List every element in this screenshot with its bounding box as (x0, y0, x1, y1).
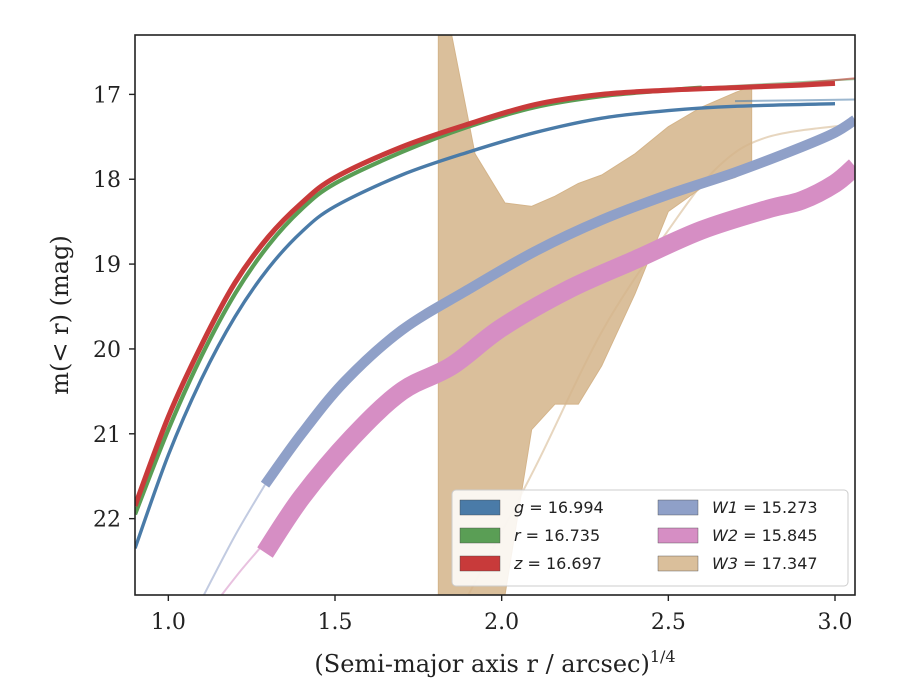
y-tick-label: 18 (93, 168, 121, 193)
y-tick-label: 19 (93, 253, 121, 278)
legend-swatch (657, 555, 699, 572)
x-axis-label: (Semi-major axis r / arcsec)1/4 (314, 647, 675, 678)
legend-item-w1: W1 = 15.273 (657, 498, 818, 517)
x-tick-label: 2.0 (484, 610, 519, 635)
y-tick-label: 17 (93, 83, 121, 108)
x-tick-label: 1.5 (318, 610, 353, 635)
x-tick-label: 3.0 (818, 610, 853, 635)
series-w2-extrapolation (220, 541, 266, 595)
y-tick-label: 20 (93, 338, 121, 363)
legend-swatch (657, 499, 699, 516)
legend-item-r: r = 16.735 (459, 526, 600, 545)
series-w2-line (257, 159, 855, 558)
legend-item-w2: W2 = 15.845 (657, 526, 818, 545)
legend-swatch (459, 555, 501, 572)
series-g-line (135, 102, 836, 549)
series-w2 (220, 159, 855, 595)
ticks-layer: 1.0 1.5 2.0 2.5 3.0 17 18 19 20 21 22 (93, 83, 853, 635)
legend-swatch (459, 499, 501, 516)
x-tick-label: 1.0 (151, 610, 186, 635)
legend-item-w3: W3 = 17.347 (657, 554, 818, 573)
legend-label: W2 = 15.845 (712, 526, 818, 545)
legend-label: W1 = 15.273 (712, 498, 818, 517)
x-axis-label-exponent: 1/4 (650, 647, 676, 666)
y-tick-label: 21 (93, 423, 121, 448)
legend-frame (451, 489, 849, 587)
legend: g = 16.994 r = 16.735 z = 16.697 W1 = 15.27… (451, 489, 849, 587)
legend-label: W3 = 17.347 (712, 554, 818, 573)
series-layer (135, 35, 855, 595)
legend-swatch (657, 527, 699, 544)
series-w1-line (260, 115, 855, 488)
series-w1-extrapolation (202, 484, 266, 595)
x-axis-label-text: (Semi-major axis r / arcsec) (314, 650, 649, 678)
legend-item-z: z = 16.697 (459, 554, 602, 573)
legend-item-g: g = 16.994 (459, 498, 604, 517)
legend-label: r = 16.735 (514, 526, 600, 545)
legend-swatch (459, 527, 501, 544)
series-z (135, 77, 855, 507)
y-tick-label: 22 (93, 508, 121, 533)
y-axis-label: m(< r) (mag) (46, 235, 74, 394)
series-w1 (202, 115, 855, 595)
plot-frame (134, 34, 856, 596)
x-tick-label: 2.5 (651, 610, 686, 635)
series-g (135, 98, 855, 549)
legend-label: g = 16.994 (514, 498, 604, 517)
series-g-extrapolation (734, 98, 855, 103)
legend-label: z = 16.697 (513, 554, 602, 573)
series-z-line (135, 80, 836, 507)
